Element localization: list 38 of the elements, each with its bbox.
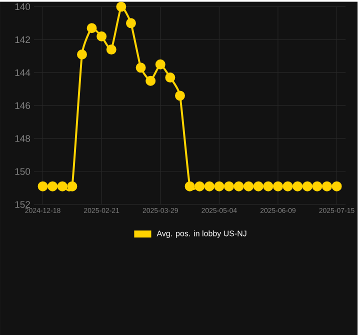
point <box>86 22 97 33</box>
point <box>214 181 224 192</box>
point <box>155 59 166 70</box>
point <box>312 181 322 192</box>
point <box>194 181 205 192</box>
point <box>282 181 293 192</box>
point <box>136 62 146 73</box>
point <box>67 181 78 192</box>
point <box>146 76 156 86</box>
y-tick-label: 146 <box>15 102 30 109</box>
point <box>184 181 195 192</box>
point <box>76 49 87 60</box>
y-tick-label: 152 <box>15 200 30 208</box>
point <box>57 181 68 192</box>
point <box>332 181 342 192</box>
point <box>253 181 264 192</box>
point <box>302 181 312 192</box>
y-tick-label: 148 <box>15 135 30 142</box>
point <box>38 181 48 192</box>
point <box>292 181 303 192</box>
point <box>106 44 116 54</box>
point <box>174 90 185 101</box>
point <box>263 181 274 192</box>
y-tick-label: 142 <box>15 36 30 43</box>
point <box>204 181 214 192</box>
point <box>96 31 107 42</box>
point <box>272 181 283 192</box>
y-tick-label: 140 <box>15 3 30 10</box>
point <box>322 181 332 192</box>
y-tick-label: 144 <box>15 69 30 76</box>
point <box>48 181 58 192</box>
point <box>244 181 254 192</box>
point <box>116 2 126 12</box>
y-tick-label: 150 <box>15 168 30 175</box>
point <box>224 181 234 192</box>
point <box>234 181 244 192</box>
point <box>165 72 176 82</box>
point <box>126 18 136 28</box>
